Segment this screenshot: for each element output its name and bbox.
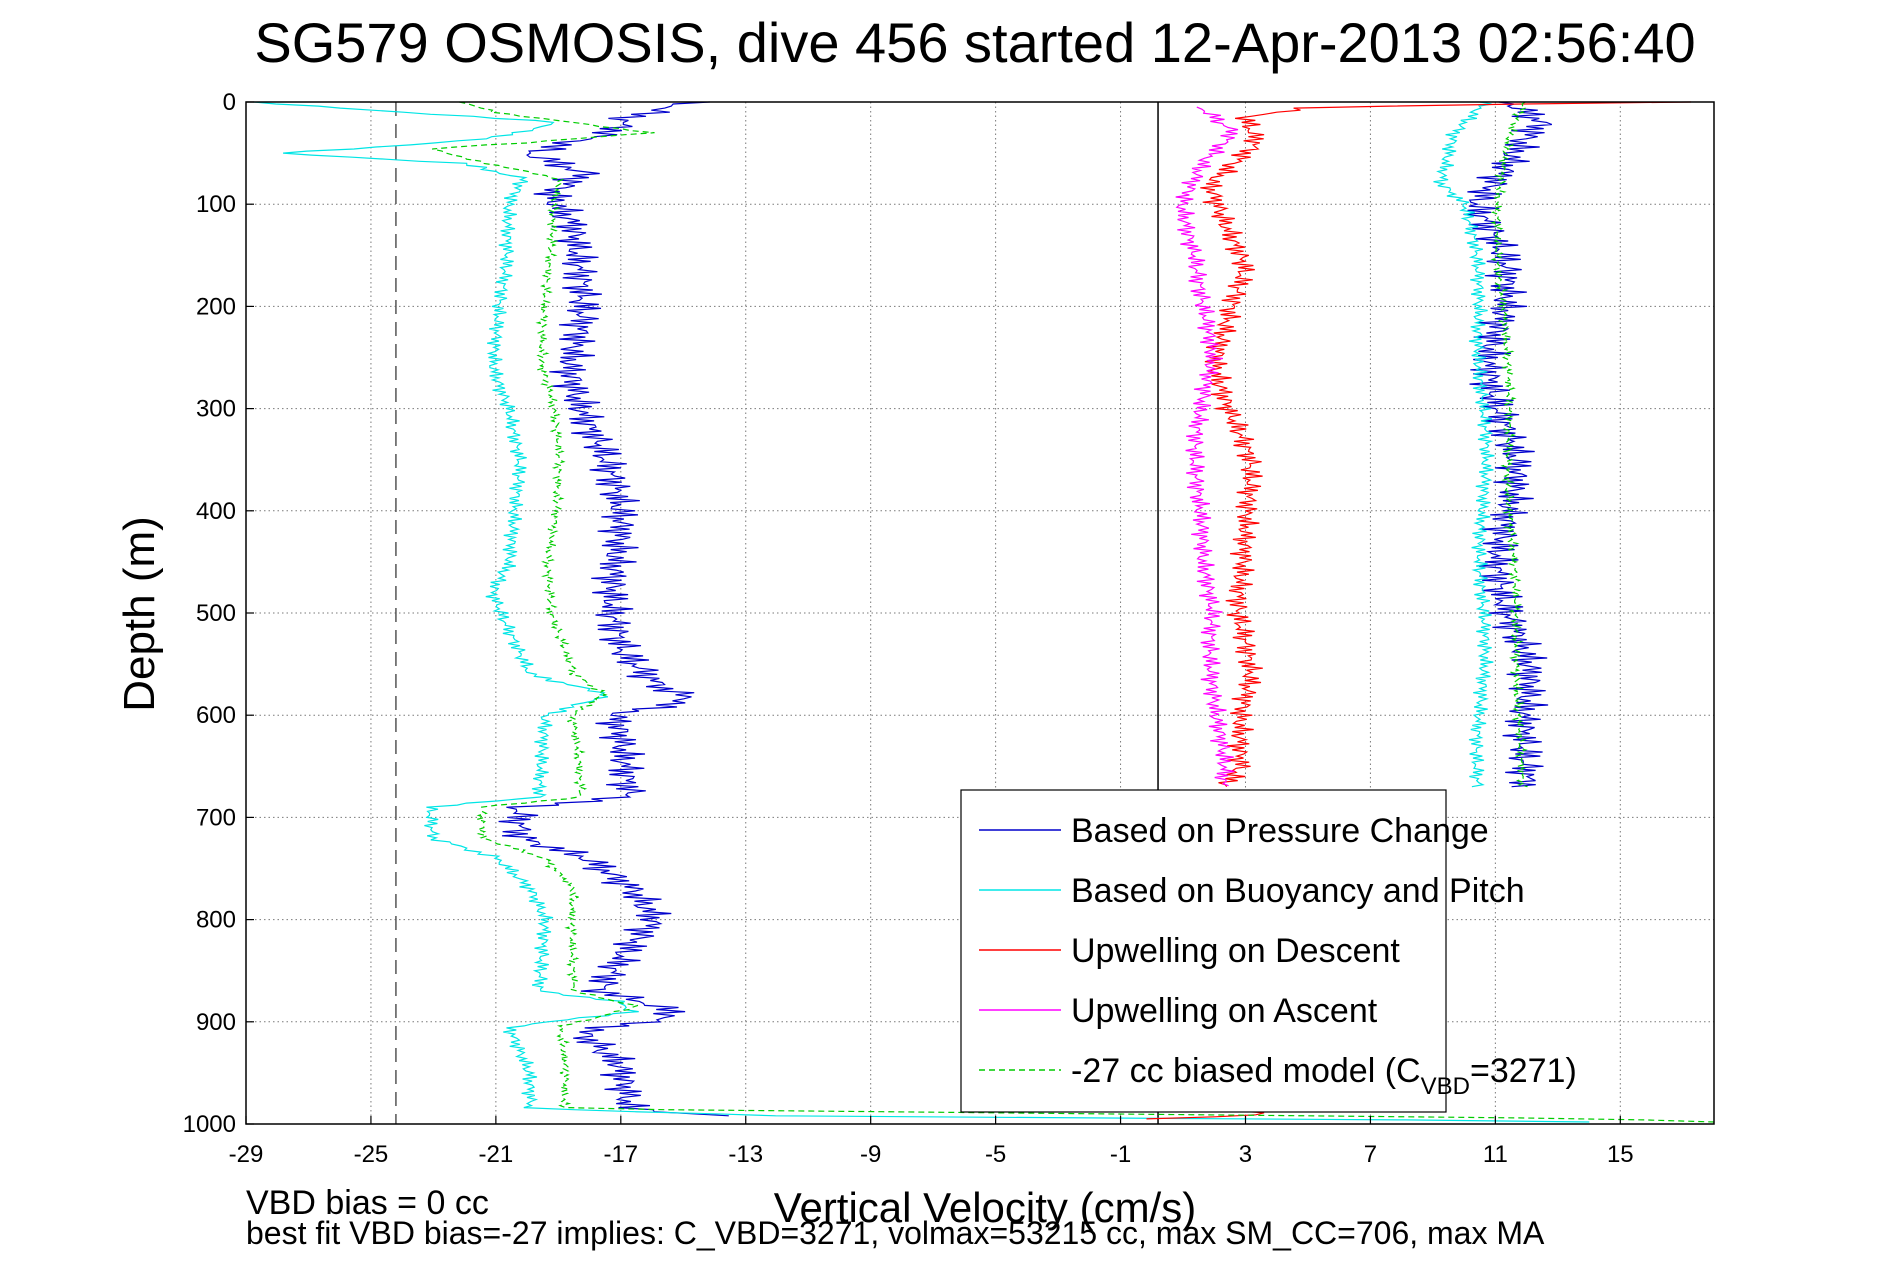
series-line: [1200, 101, 1692, 788]
series-line: [1490, 101, 1528, 788]
y-tick-label: 400: [196, 498, 236, 525]
legend-label: Upwelling on Ascent: [1071, 992, 1378, 1030]
data-series: [253, 101, 1715, 1123]
x-tick-label: -1: [1110, 1141, 1131, 1168]
x-tick-label: 3: [1239, 1141, 1252, 1168]
legend: Based on Pressure Change Based on Buoyanc…: [960, 789, 1577, 1113]
x-tick-label: 15: [1607, 1141, 1634, 1168]
x-tick-label: -13: [728, 1141, 763, 1168]
x-axis-ticks: -29 -25 -21 -17 -13 -9 -5 -1 3 7 11 15: [229, 1116, 1634, 1168]
series-line: [498, 101, 729, 1117]
x-tick-label: -5: [985, 1141, 1006, 1168]
y-axis-label: Depth (m): [115, 516, 164, 712]
x-tick-label: -17: [603, 1141, 638, 1168]
y-tick-label: 0: [223, 89, 236, 116]
x-axis-label: Vertical Velocity (cm/s): [774, 1184, 1196, 1231]
series-line: [1175, 106, 1239, 787]
legend-label: Based on Buoyancy and Pitch: [1071, 872, 1525, 910]
series-line: [432, 101, 1715, 1123]
x-tick-label: -21: [479, 1141, 514, 1168]
x-tick-label: -29: [229, 1141, 264, 1168]
y-tick-label: 800: [196, 907, 236, 934]
y-tick-label: 600: [196, 702, 236, 729]
series-line: [1463, 101, 1553, 788]
x-tick-label: -25: [354, 1141, 389, 1168]
y-tick-label: 100: [196, 191, 236, 218]
series-line: [1433, 101, 1495, 788]
x-tick-label: 11: [1483, 1141, 1508, 1168]
y-tick-label: 900: [196, 1009, 236, 1036]
vbd-bias-note: VBD bias = 0 cc: [246, 1184, 489, 1222]
x-tick-label: 7: [1364, 1141, 1377, 1168]
y-tick-label: 1000: [183, 1111, 236, 1138]
legend-label: Based on Pressure Change: [1071, 812, 1489, 850]
y-tick-label: 500: [196, 600, 236, 627]
legend-label: Upwelling on Descent: [1071, 932, 1400, 970]
series-line: [253, 101, 1590, 1123]
legend-box: [960, 789, 1447, 1113]
chart-title: SG579 OSMOSIS, dive 456 started 12-Apr-2…: [254, 11, 1695, 74]
y-tick-label: 700: [196, 804, 236, 831]
best-fit-note: best fit VBD bias=-27 implies: C_VBD=327…: [246, 1215, 1545, 1251]
y-axis-ticks: 0 100 200 300 400 500 600 700 800 900 1000: [183, 89, 254, 1138]
y-tick-label: 300: [196, 396, 236, 423]
y-tick-label: 200: [196, 293, 236, 320]
x-tick-label: -9: [860, 1141, 881, 1168]
